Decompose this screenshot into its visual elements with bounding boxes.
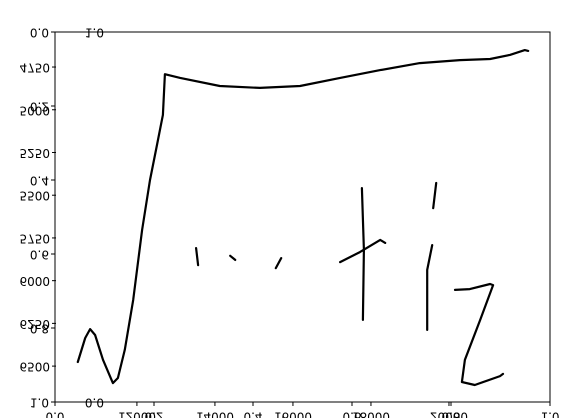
y-tick-label: 5250: [19, 146, 50, 160]
x-tick-label: 0.0: [45, 410, 64, 418]
y-tick-label: 0.6: [30, 248, 49, 262]
x-tick-label: 0.4: [243, 410, 262, 418]
y-tick-label: 6500: [19, 360, 50, 374]
y-tick-label: 5750: [19, 231, 50, 245]
y-tick-label: 4750: [19, 61, 50, 75]
x-tick-label: 0.2: [144, 410, 163, 418]
y-tick-label: 0.8: [30, 322, 49, 336]
x-tick-label: 20000: [430, 410, 468, 418]
x-tick-label: 14000: [196, 410, 234, 418]
y-tick-label: 1.0: [85, 26, 104, 40]
axes-frame: [54, 31, 551, 403]
x-tick-label: 0.8: [441, 410, 460, 418]
x-tick-label: 0.6: [342, 410, 361, 418]
y-tick-label: 5000: [19, 103, 50, 117]
y-tick-label: 6000: [19, 274, 50, 288]
flipped-chart: 0.0 0.2 0.4 0.6 0.8 1.00.00.20.40.60.81.01200…: [19, 26, 559, 418]
y-tick-label: 0.0: [30, 26, 49, 40]
line: [76, 49, 530, 387]
x-tick-label: 12000: [118, 410, 156, 418]
y-tick-label: 0.2: [30, 100, 49, 114]
y-tick-label: 1.0: [30, 396, 49, 410]
x-tick-label: 16000: [274, 410, 312, 418]
x-tick-label: 18000: [352, 410, 390, 418]
y-tick-label: 6250: [19, 317, 50, 331]
y-tick-label: 0.0: [85, 396, 104, 410]
y-tick-label: 0.4: [30, 174, 49, 188]
x-tick-label: 1.0: [540, 410, 559, 418]
y-tick-label: 5500: [19, 189, 50, 203]
